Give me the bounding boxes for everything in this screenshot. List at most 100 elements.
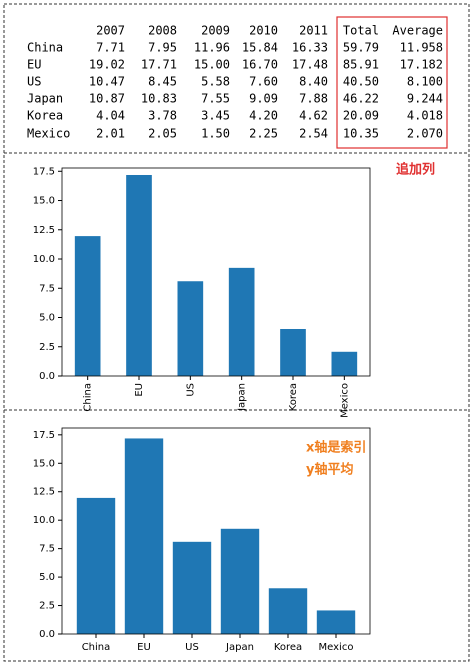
y-tick-label: 15.0 — [33, 196, 55, 207]
axes-frame — [61, 167, 371, 377]
cell: 4.04 — [96, 109, 125, 123]
y-tick-label: 0.0 — [39, 371, 55, 382]
x-tick-label: EU — [137, 642, 151, 653]
column-header: Average — [392, 24, 443, 38]
column-header: 2009 — [201, 24, 230, 38]
column-header: 2010 — [249, 24, 278, 38]
cell: 2.070 — [407, 127, 443, 141]
y-tick-label: 7.5 — [39, 283, 55, 294]
cell: 10.47 — [89, 75, 125, 89]
y-tick-label: 2.5 — [39, 601, 55, 612]
x-tick-label: China — [83, 383, 94, 412]
y-tick-label: 15.0 — [33, 458, 55, 469]
x-tick-label: Mexico — [339, 383, 350, 418]
cell: 15.84 — [242, 41, 278, 55]
cell: 20.09 — [343, 109, 379, 123]
row-label: Japan — [27, 92, 63, 106]
row-label: US — [27, 75, 41, 89]
cell: 46.22 — [343, 92, 379, 106]
annotation: x轴是索引 — [306, 440, 366, 456]
cell: 7.88 — [299, 92, 328, 106]
x-tick-label: Korea — [288, 383, 299, 411]
bar — [331, 351, 358, 376]
row-label: Mexico — [27, 127, 70, 141]
x-tick-label: China — [82, 642, 111, 653]
bar — [124, 438, 164, 634]
cell: 4.018 — [407, 109, 443, 123]
cell: 7.71 — [96, 41, 125, 55]
cell: 7.60 — [249, 75, 278, 89]
y-tick-label: 12.5 — [33, 487, 55, 498]
bar — [268, 588, 308, 634]
y-tick-label: 0.0 — [39, 629, 55, 640]
x-tick-label: US — [185, 383, 196, 397]
cell: 3.45 — [201, 109, 230, 123]
cell: 8.40 — [299, 75, 328, 89]
y-tick-label: 7.5 — [39, 544, 55, 555]
cell: 10.87 — [89, 92, 125, 106]
cell: 7.95 — [148, 41, 177, 55]
cell: 17.71 — [141, 58, 177, 72]
row-label: Korea — [27, 109, 63, 123]
x-tick-label: Japan — [237, 383, 248, 412]
cell: 8.45 — [148, 75, 177, 89]
cell: 11.96 — [194, 41, 230, 55]
column-header: 2008 — [148, 24, 177, 38]
cell: 19.02 — [89, 58, 125, 72]
cell: 1.50 — [201, 127, 230, 141]
cell: 16.70 — [242, 58, 278, 72]
column-header: 2007 — [96, 24, 125, 38]
cell: 5.58 — [201, 75, 230, 89]
bar — [228, 267, 255, 376]
bar — [280, 328, 306, 376]
cell: 85.91 — [343, 58, 379, 72]
y-tick-label: 5.0 — [39, 313, 55, 324]
cell: 2.25 — [249, 127, 278, 141]
cell: 4.20 — [249, 109, 278, 123]
row-label: China — [27, 41, 63, 55]
cell: 2.01 — [96, 127, 125, 141]
cell: 16.33 — [292, 41, 328, 55]
y-tick-label: 10.0 — [33, 515, 55, 526]
cell: 40.50 — [343, 75, 379, 89]
cell: 2.05 — [148, 127, 177, 141]
cell: 10.35 — [343, 127, 379, 141]
bar — [316, 610, 356, 634]
x-tick-label: US — [185, 642, 199, 653]
cell: 7.55 — [201, 92, 230, 106]
cell: 4.62 — [299, 109, 328, 123]
cell: 17.182 — [400, 58, 443, 72]
x-tick-label: Mexico — [319, 642, 354, 653]
y-tick-label: 2.5 — [39, 342, 55, 353]
cell: 9.09 — [249, 92, 278, 106]
y-tick-label: 17.5 — [33, 166, 55, 177]
note: 追加列 — [396, 162, 435, 178]
x-tick-label: Japan — [225, 642, 254, 653]
column-header: 2011 — [299, 24, 328, 38]
cell: 9.244 — [407, 92, 443, 106]
x-tick-label: EU — [134, 383, 145, 397]
y-tick-label: 17.5 — [33, 430, 55, 441]
y-tick-label: 12.5 — [33, 225, 55, 236]
cell: 10.83 — [141, 92, 177, 106]
bar — [126, 174, 152, 376]
y-tick-label: 5.0 — [39, 572, 55, 583]
cell: 2.54 — [299, 127, 328, 141]
cell: 8.100 — [407, 75, 443, 89]
bar — [220, 528, 260, 634]
y-tick-label: 10.0 — [33, 254, 55, 265]
row-label: EU — [27, 58, 41, 72]
x-tick-label: Korea — [274, 642, 302, 653]
cell: 3.78 — [148, 109, 177, 123]
cell: 59.79 — [343, 41, 379, 55]
cell: 11.958 — [400, 41, 443, 55]
axes-frame — [61, 427, 371, 635]
annotation: y轴平均 — [306, 462, 353, 478]
bar — [74, 236, 101, 376]
bar — [76, 497, 116, 634]
cell: 15.00 — [194, 58, 230, 72]
frame — [3, 3, 470, 662]
bar — [177, 281, 204, 376]
